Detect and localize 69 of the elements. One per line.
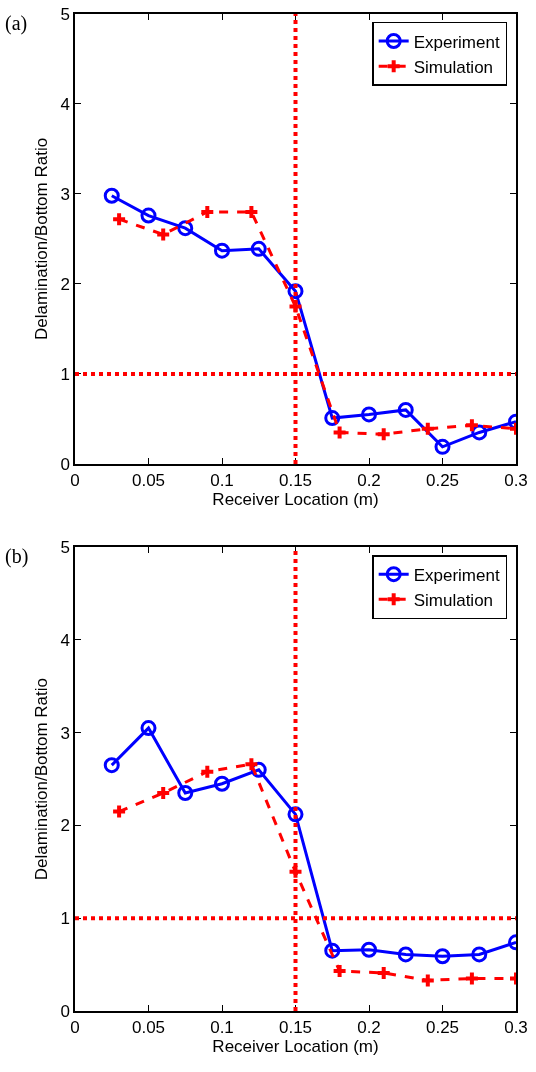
point <box>214 775 230 792</box>
point <box>361 941 377 958</box>
x-tick-label: 0.15 <box>278 1018 313 1038</box>
chart-title: (a) <box>5 12 28 35</box>
point <box>333 965 346 978</box>
y-tick-label: 0 <box>60 1001 70 1021</box>
point <box>245 758 258 771</box>
x-tick-label: 0.15 <box>278 471 313 491</box>
x-tick-label: 0.05 <box>131 471 166 491</box>
y-tick-label: 5 <box>60 4 70 24</box>
point <box>157 787 170 800</box>
y-tick-label: 1 <box>60 364 70 384</box>
legend-label: Experiment <box>413 565 500 585</box>
point <box>471 946 488 963</box>
point <box>250 240 267 257</box>
point <box>113 805 126 818</box>
point <box>103 187 120 204</box>
point <box>140 207 157 224</box>
y-tick-label: 4 <box>60 94 70 114</box>
point <box>465 419 478 432</box>
y-tick-label: 1 <box>60 909 70 929</box>
y-tick-label: 2 <box>60 816 70 836</box>
y-tick-label: 3 <box>60 184 70 204</box>
point <box>140 720 157 737</box>
point <box>324 942 341 959</box>
point <box>113 213 126 226</box>
point <box>421 974 434 987</box>
point <box>201 205 214 218</box>
y-tick-label: 2 <box>60 274 70 294</box>
point <box>324 410 341 427</box>
point <box>465 972 478 985</box>
y-axis-title: Delamination/Bottom Ratio <box>32 677 52 881</box>
x-tick-label: 0.2 <box>357 471 381 491</box>
x-tick-label: 0.1 <box>210 1018 234 1038</box>
point <box>397 946 414 963</box>
point <box>214 242 230 259</box>
point <box>377 428 390 441</box>
y-axis-title: Delamination/Bottom Ratio <box>32 137 52 341</box>
point <box>103 757 120 774</box>
y-tick-label: 3 <box>60 723 70 743</box>
x-tick-label: 0.05 <box>131 1018 166 1038</box>
point <box>397 401 414 418</box>
y-tick-label: 5 <box>60 538 70 558</box>
point <box>201 765 214 778</box>
x-tick-label: 0.25 <box>425 1018 460 1038</box>
point <box>421 422 434 435</box>
point <box>250 761 267 778</box>
point <box>377 966 390 979</box>
point <box>471 424 488 441</box>
point <box>157 228 170 241</box>
point <box>333 426 346 439</box>
point <box>434 948 451 965</box>
y-tick-label: 0 <box>60 454 70 474</box>
point <box>361 406 377 423</box>
x-axis-title: Receiver Location (m) <box>212 490 379 510</box>
point <box>245 205 258 218</box>
legend-label: Simulation <box>413 57 494 77</box>
x-tick-label: 0.25 <box>425 471 460 491</box>
legend-label: Simulation <box>413 590 494 610</box>
y-tick-label: 4 <box>60 630 70 650</box>
point <box>177 785 194 801</box>
x-tick-label: 0.1 <box>210 471 234 491</box>
chart-title: (b) <box>5 545 29 568</box>
point <box>434 438 451 455</box>
legend-label: Experiment <box>413 32 500 52</box>
x-axis-title: Receiver Location (m) <box>212 1037 379 1057</box>
x-tick-label: 0.3 <box>504 471 528 491</box>
x-tick-label: 0.3 <box>504 1018 528 1038</box>
x-tick-label: 0.2 <box>357 1018 381 1038</box>
